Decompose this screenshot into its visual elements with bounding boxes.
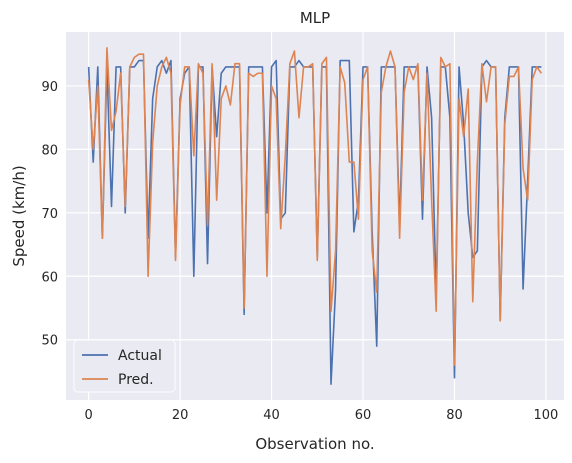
- y-tick-label: 60: [41, 270, 58, 285]
- series-line-pred: [87, 47, 543, 366]
- y-axis-label: Speed (km/h): [10, 165, 28, 266]
- y-tick-label: 90: [41, 80, 58, 95]
- x-tick-label: 80: [446, 408, 463, 423]
- y-tick-label: 70: [41, 207, 58, 222]
- legend-label-actual: Actual: [118, 348, 162, 364]
- legend-label-pred: Pred.: [118, 372, 154, 388]
- y-tick-label: 50: [41, 334, 58, 349]
- x-tick-label: 20: [172, 408, 189, 423]
- y-tick-label: 80: [41, 143, 58, 158]
- series-lines: [87, 47, 543, 385]
- x-tick-label: 100: [534, 408, 559, 423]
- y-tick-labels: 50 60 70 80 90: [41, 80, 58, 349]
- x-tick-label: 0: [84, 408, 92, 423]
- x-axis-label: Observation no.: [255, 435, 374, 453]
- chart-title: MLP: [300, 9, 330, 27]
- x-tick-labels: 0 20 40 60 80 100: [84, 408, 558, 423]
- x-tick-label: 40: [263, 408, 280, 423]
- legend: Actual Pred.: [73, 339, 176, 393]
- x-tick-label: 60: [355, 408, 372, 423]
